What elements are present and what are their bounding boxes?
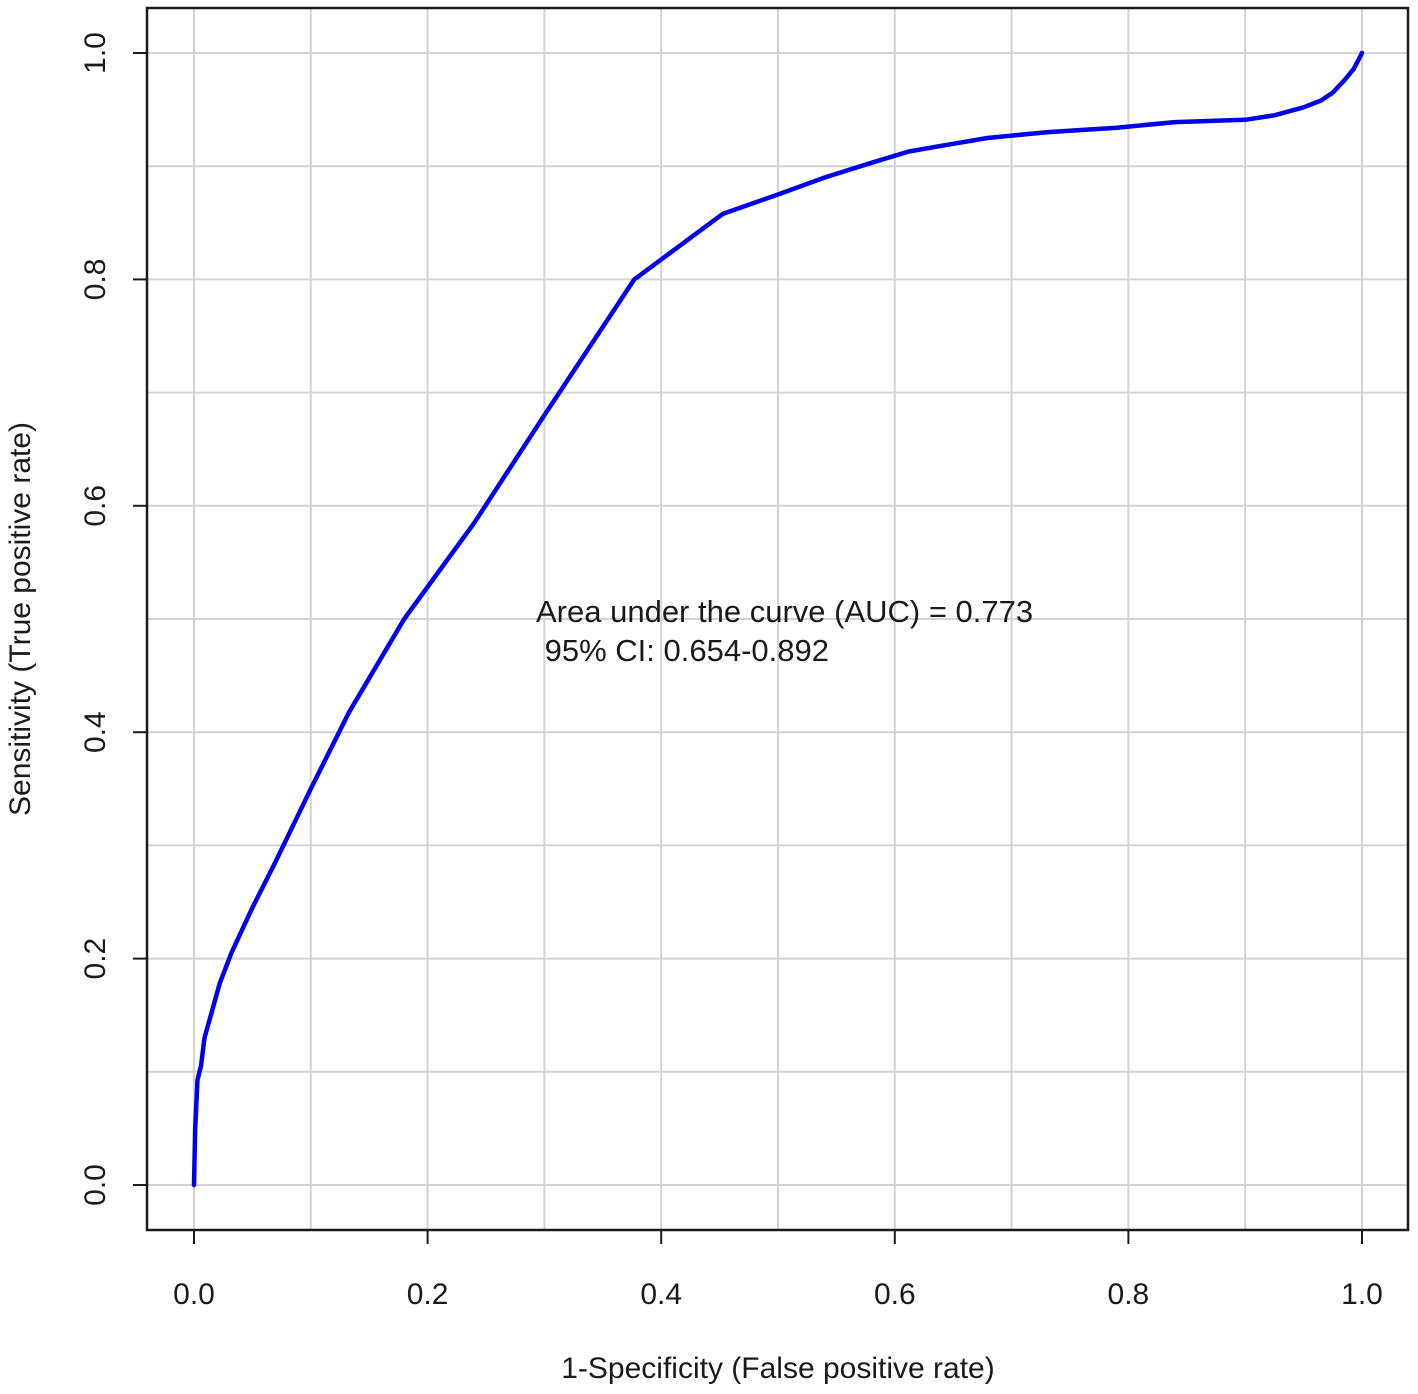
x-axis: 0.0 0.2 0.4 0.6 0.8 1.0 [173,1229,1383,1311]
x-tick-label: 0.6 [874,1278,916,1311]
y-tick-label: 1.0 [79,32,112,74]
y-tick-label: 0.0 [79,1164,112,1206]
x-axis-title: 1-Specificity (False positive rate) [561,1352,994,1385]
y-tick-label: 0.2 [79,938,112,980]
y-tick-label: 0.6 [79,485,112,527]
x-tick-label: 0.8 [1108,1278,1150,1311]
y-tick-label: 0.4 [79,711,112,753]
y-tick-label: 0.8 [79,259,112,301]
x-tick-label: 0.4 [640,1278,682,1311]
x-tick-label: 0.0 [173,1278,215,1311]
x-tick-label: 1.0 [1341,1278,1383,1311]
x-tick-label: 0.2 [407,1278,449,1311]
roc-curve-line [191,50,1365,1188]
auc-annotation-line-1: Area under the curve (AUC) = 0.773 [536,594,1033,629]
grid [147,8,1408,1230]
y-axis: 0.0 0.2 0.4 0.6 0.8 1.0 [79,32,148,1206]
y-axis-title: Sensitivity (True positive rate) [4,422,37,816]
auc-annotation-line-2: 95% CI: 0.654-0.892 [536,633,829,668]
